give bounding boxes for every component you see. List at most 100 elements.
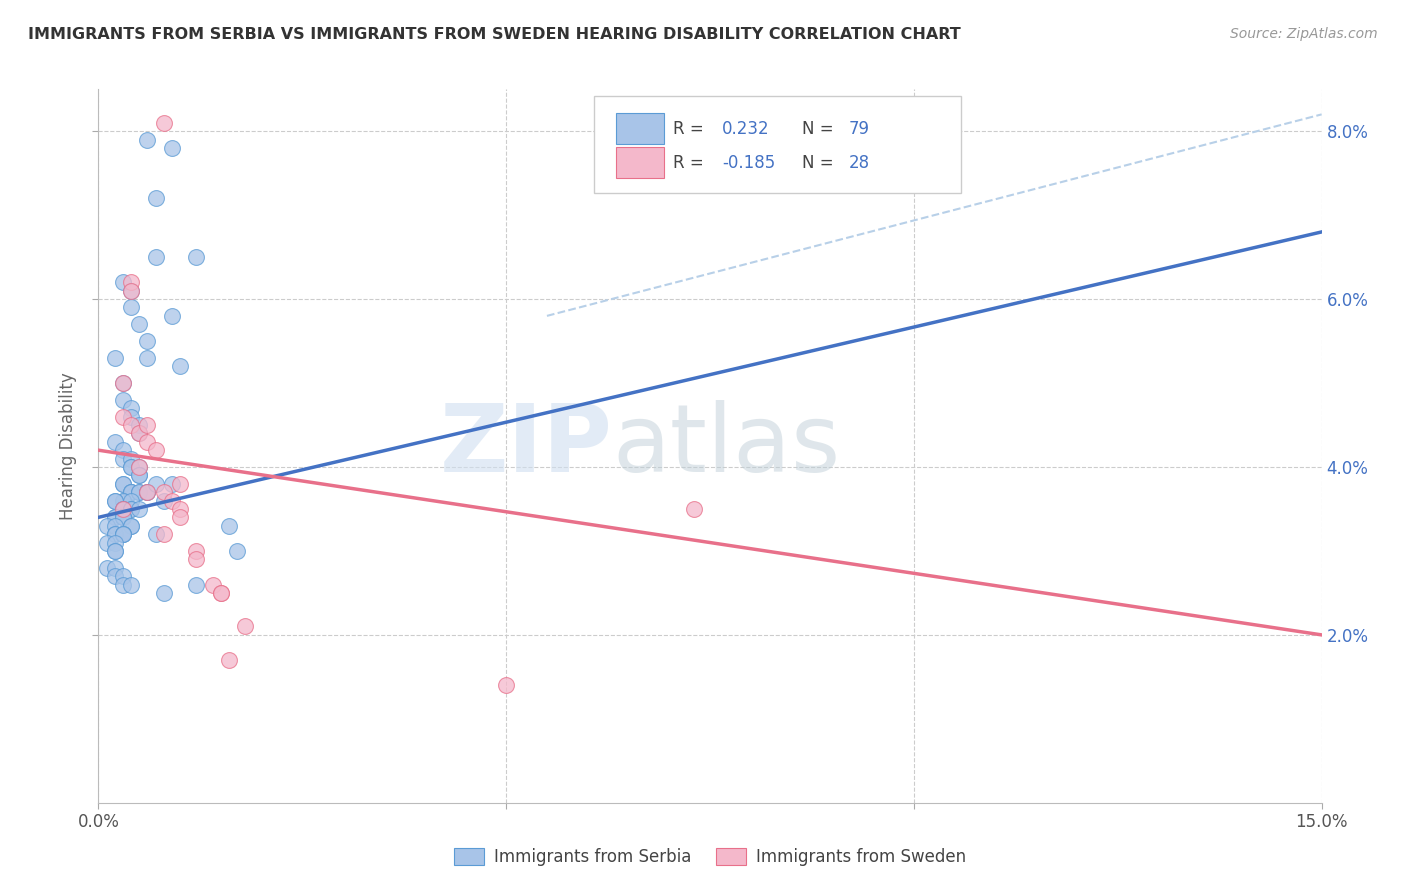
Point xyxy=(111,443,134,458)
Point xyxy=(136,485,159,500)
Point xyxy=(111,376,134,390)
Text: N =: N = xyxy=(801,154,838,172)
Text: 0.232: 0.232 xyxy=(723,120,770,138)
Text: 79: 79 xyxy=(848,120,869,138)
Point xyxy=(111,527,134,541)
Point xyxy=(120,493,142,508)
Point xyxy=(111,502,134,516)
Point xyxy=(233,619,256,633)
Text: N =: N = xyxy=(801,120,838,138)
Point xyxy=(120,485,142,500)
Point xyxy=(111,569,134,583)
Point xyxy=(120,460,142,475)
Point xyxy=(136,334,159,348)
Point xyxy=(145,476,167,491)
Point xyxy=(111,510,134,524)
Point xyxy=(120,284,142,298)
Point xyxy=(111,527,134,541)
Point xyxy=(186,250,208,264)
Point xyxy=(136,434,159,449)
Point xyxy=(111,510,134,524)
Point xyxy=(128,485,150,500)
Point xyxy=(120,502,142,516)
Point xyxy=(111,451,134,466)
Point xyxy=(169,510,191,524)
Point xyxy=(226,544,249,558)
Point xyxy=(186,544,208,558)
Point xyxy=(104,569,127,583)
Point xyxy=(104,493,127,508)
Point xyxy=(136,485,159,500)
Point xyxy=(128,318,150,332)
Point xyxy=(111,510,134,524)
Point xyxy=(218,653,240,667)
Point xyxy=(136,417,159,432)
Point xyxy=(136,485,159,500)
Point xyxy=(96,518,118,533)
Point xyxy=(160,493,183,508)
Point xyxy=(209,586,232,600)
Point xyxy=(104,493,127,508)
Point xyxy=(111,527,134,541)
Text: ZIP: ZIP xyxy=(439,400,612,492)
Point xyxy=(682,502,704,516)
Point xyxy=(120,460,142,475)
Point xyxy=(160,309,183,323)
Point xyxy=(128,426,150,441)
Point xyxy=(145,443,167,458)
Point xyxy=(152,485,174,500)
Point xyxy=(104,510,127,524)
Point xyxy=(186,552,208,566)
Point xyxy=(111,502,134,516)
Point xyxy=(120,502,142,516)
Point xyxy=(104,434,127,449)
Point xyxy=(111,476,134,491)
Point xyxy=(120,301,142,315)
Y-axis label: Hearing Disability: Hearing Disability xyxy=(59,372,77,520)
Point xyxy=(145,527,167,541)
Point xyxy=(104,351,127,365)
Point xyxy=(120,409,142,424)
Point xyxy=(128,502,150,516)
Point xyxy=(169,359,191,374)
Point xyxy=(111,392,134,407)
Point xyxy=(128,460,150,475)
FancyBboxPatch shape xyxy=(616,147,664,178)
Point xyxy=(145,250,167,264)
Point xyxy=(160,476,183,491)
FancyBboxPatch shape xyxy=(616,112,664,145)
Point xyxy=(104,527,127,541)
Point xyxy=(152,586,174,600)
Point xyxy=(128,417,150,432)
Point xyxy=(104,518,127,533)
Text: IMMIGRANTS FROM SERBIA VS IMMIGRANTS FROM SWEDEN HEARING DISABILITY CORRELATION : IMMIGRANTS FROM SERBIA VS IMMIGRANTS FRO… xyxy=(28,27,960,42)
Point xyxy=(128,468,150,483)
Point xyxy=(111,476,134,491)
Point xyxy=(120,275,142,289)
Point xyxy=(186,577,208,591)
Text: R =: R = xyxy=(673,120,710,138)
Point xyxy=(128,460,150,475)
Point xyxy=(104,544,127,558)
Point xyxy=(104,510,127,524)
Point xyxy=(111,493,134,508)
Point xyxy=(120,518,142,533)
Point xyxy=(128,426,150,441)
Point xyxy=(120,401,142,416)
Point xyxy=(104,527,127,541)
Point xyxy=(111,376,134,390)
Point xyxy=(136,132,159,146)
Point xyxy=(104,544,127,558)
Point xyxy=(104,535,127,549)
Point xyxy=(128,468,150,483)
Point xyxy=(111,502,134,516)
Text: -0.185: -0.185 xyxy=(723,154,776,172)
Point xyxy=(169,476,191,491)
Point xyxy=(96,560,118,574)
Point xyxy=(111,493,134,508)
Point xyxy=(120,451,142,466)
Text: atlas: atlas xyxy=(612,400,841,492)
Point xyxy=(120,485,142,500)
Point xyxy=(120,485,142,500)
Text: 28: 28 xyxy=(848,154,869,172)
